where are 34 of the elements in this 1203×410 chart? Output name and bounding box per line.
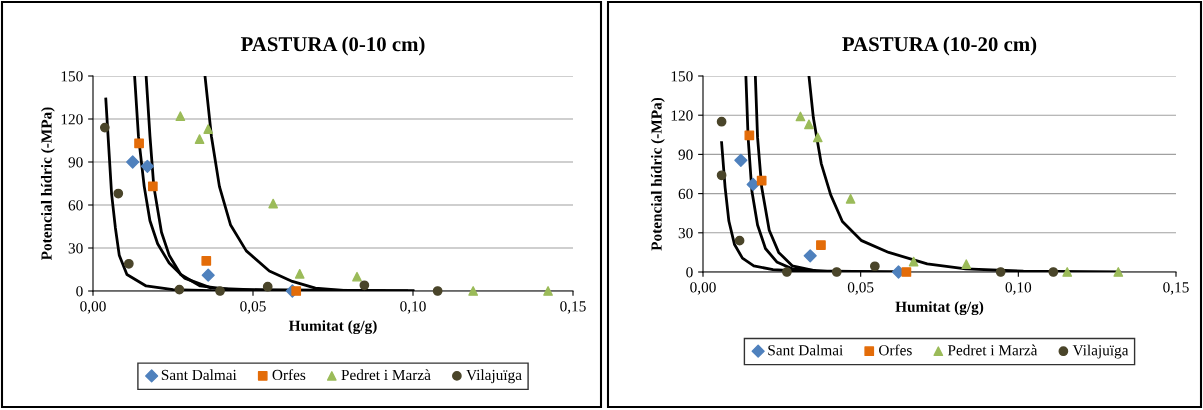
y-tick-label: 90: [68, 157, 83, 168]
y-tick-label: 0: [76, 286, 83, 297]
chart-title: PASTURA (10-20 cm): [842, 36, 1037, 56]
legend-label: Orfes: [879, 344, 912, 356]
y-tick-label: 30: [678, 227, 693, 239]
legend-label: Vilajuïga: [1072, 344, 1129, 359]
legend-label: Sant Dalmai: [161, 369, 237, 381]
y-tick-label: 60: [678, 188, 693, 200]
x-tick-label: 0,10: [400, 301, 426, 314]
y-tick-label: 120: [671, 110, 693, 121]
x-tick-label: 0,05: [240, 301, 266, 314]
x-axis-title: Humitat (g/g): [288, 320, 377, 335]
y-tick-label: 60: [68, 200, 83, 211]
x-tick-label: 0,10: [1005, 282, 1032, 295]
x-tick-label: 0,00: [690, 282, 716, 295]
legend-label: Orfes: [272, 369, 306, 381]
chart-title: PASTURA (0-10 cm): [240, 36, 425, 56]
y-tick-label: 30: [68, 243, 83, 254]
x-tick-label: 0,00: [80, 301, 106, 314]
legend-label: Sant Dalmai: [768, 344, 843, 356]
y-tick-label: 150: [61, 71, 83, 82]
x-tick-label: 0,15: [1163, 282, 1189, 295]
y-axis-title: Potencial hídric (-MPa): [40, 107, 55, 261]
y-tick-label: 0: [686, 267, 693, 278]
x-tick-label: 0,05: [847, 282, 874, 295]
x-tick-label: 0,15: [560, 301, 586, 314]
y-tick-label: 90: [678, 149, 693, 160]
y-tick-label: 150: [671, 71, 693, 82]
legend-label: Vilajuïga: [466, 369, 522, 384]
x-axis-title: Humitat (g/g): [895, 301, 984, 316]
y-axis-title: Potencial hídric (-MPa): [650, 97, 665, 251]
y-tick-label: 120: [61, 114, 83, 125]
legend-label: Pedret i Marzà: [947, 344, 1038, 356]
legend-label: Pedret i Marzà: [341, 369, 431, 381]
